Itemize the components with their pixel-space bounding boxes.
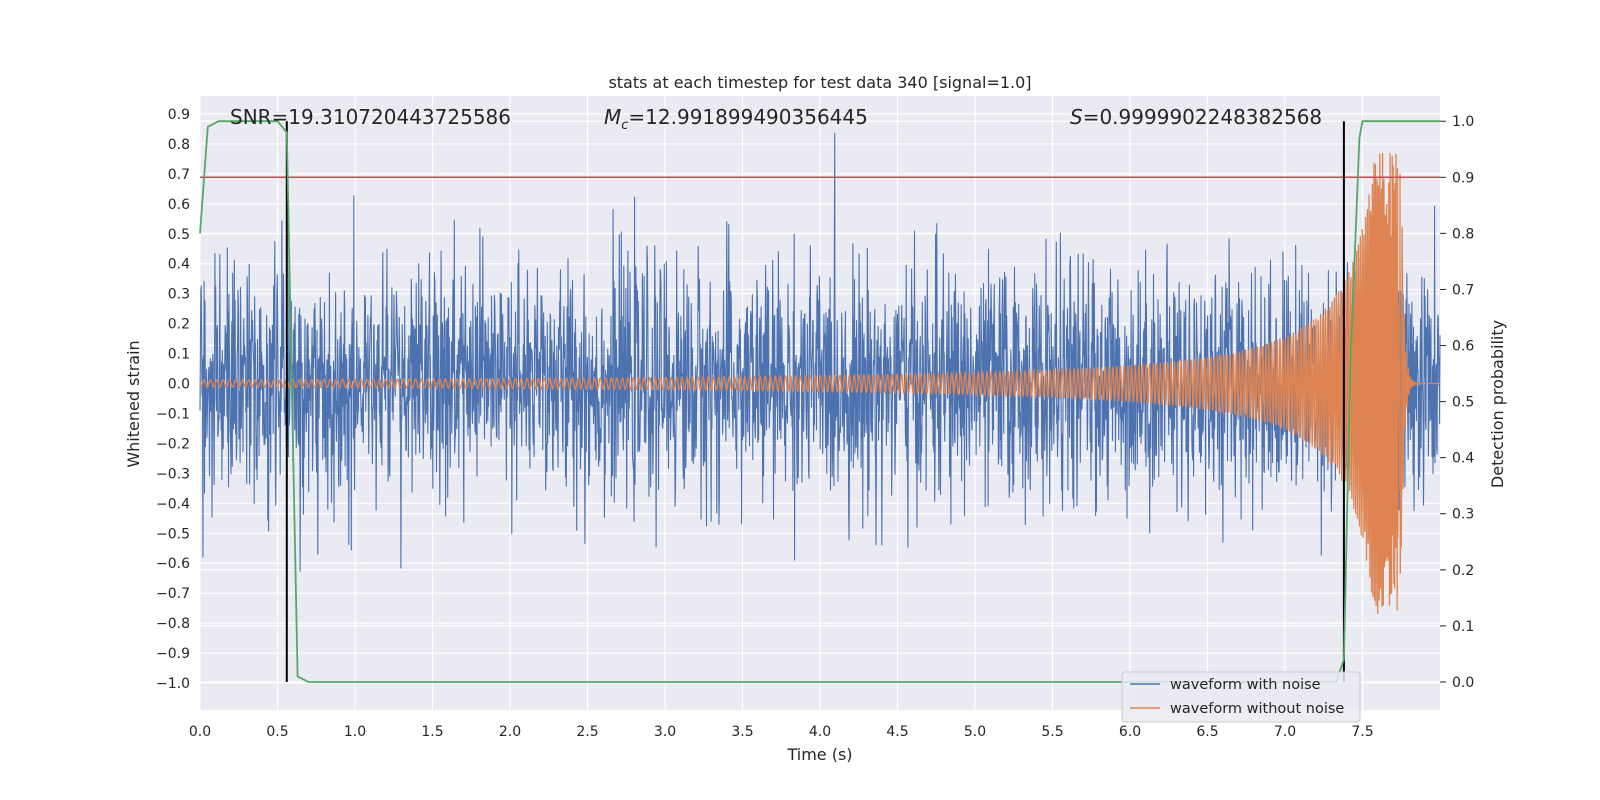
right-y-tick-label: 0.8 [1452,226,1474,242]
legend-label-clean: waveform without noise [1170,701,1344,717]
left-y-tick-label: 0.6 [168,197,190,213]
x-tick-label: 5.0 [964,724,986,740]
left-y-tick-label: −0.8 [156,616,190,632]
left-y-tick-label: 0.9 [168,107,190,123]
right-y-axis-label: Detection probability [1488,320,1507,488]
left-y-axis-ticks: 0.9 0.8 0.7 0.6 0.5 0.4 0.3 0.2 0.1 0.0 −0.1 −0.2 −0… [156,107,190,692]
waveform-without-noise-series [199,152,1440,614]
x-tick-label: 0.5 [266,724,288,740]
left-y-tick-label: −0.6 [156,556,190,572]
left-y-tick-label: −0.7 [156,586,190,602]
left-y-tick-label: −0.5 [156,526,190,542]
left-y-tick-label: −0.2 [156,436,190,452]
legend-box [1121,671,1361,723]
left-y-tick-label: 0.2 [168,317,190,333]
left-y-axis-label: Whitened strain [124,340,143,467]
left-y-tick-label: 0.0 [168,377,190,393]
x-tick-label: 0.0 [189,724,211,740]
snr-annotation: SNR=19.310720443725586 [230,105,511,129]
right-y-tick-label: 0.6 [1452,339,1474,355]
x-axis-ticks: 0.0 0.5 1.0 1.5 2.0 2.5 3.0 3.5 4.0 4.5 5.0 5.5 6.0 6… [189,724,1374,740]
chart-title: stats at each timestep for test data 340… [608,73,1031,92]
left-y-tick-label: −0.4 [156,496,190,512]
x-tick-label: 2.5 [576,724,598,740]
x-tick-label: 7.5 [1351,724,1373,740]
x-tick-label: 7.0 [1274,724,1296,740]
left-y-tick-label: 0.8 [168,137,190,153]
x-tick-label: 2.0 [499,724,521,740]
x-tick-label: 5.5 [1041,724,1063,740]
right-y-tick-label: 0.9 [1452,170,1474,186]
x-tick-label: 3.5 [731,724,753,740]
score-annotation: S=0.9999902248382568 [1070,105,1322,129]
right-y-tick-label: 1.0 [1452,114,1474,130]
x-tick-label: 6.0 [1119,724,1141,740]
left-y-tick-label: 0.1 [168,347,190,363]
right-y-tick-label: 0.5 [1452,395,1474,411]
left-y-tick-label: −1.0 [156,676,190,692]
right-y-tick-label: 0.3 [1452,507,1474,523]
right-y-tick-label: 0.4 [1452,451,1474,467]
left-y-tick-label: −0.1 [156,406,190,422]
overlay-lines [199,120,1440,683]
x-tick-label: 1.0 [344,724,366,740]
right-y-axis-ticks: 1.0 0.9 0.8 0.7 0.6 0.5 0.4 0.3 0.2 0.1 0.0 [1440,114,1474,691]
detection-probability-line [199,120,1440,683]
left-y-tick-label: 0.7 [168,167,190,183]
right-y-tick-label: 0.0 [1452,675,1474,691]
right-y-tick-label: 0.1 [1452,619,1474,635]
left-y-tick-label: 0.4 [168,257,190,273]
x-tick-label: 6.5 [1196,724,1218,740]
x-axis-label: Time (s) [786,745,852,764]
right-y-tick-label: 0.2 [1452,563,1474,579]
x-tick-label: 4.0 [809,724,831,740]
legend: waveform with noise waveform without noi… [1121,671,1361,723]
left-y-tick-label: 0.5 [168,227,190,243]
x-tick-label: 1.5 [421,724,443,740]
clean-waveform-path [199,152,1440,614]
left-y-tick-label: −0.9 [156,646,190,662]
chirp-mass-annotation: Mc=12.991899490356445 [604,105,868,133]
legend-label-noise: waveform with noise [1170,677,1321,693]
left-y-tick-label: −0.3 [156,466,190,482]
x-tick-label: 3.0 [654,724,676,740]
x-tick-label: 4.5 [886,724,908,740]
left-y-tick-label: 0.3 [168,287,190,303]
right-y-tick-label: 0.7 [1452,282,1474,298]
